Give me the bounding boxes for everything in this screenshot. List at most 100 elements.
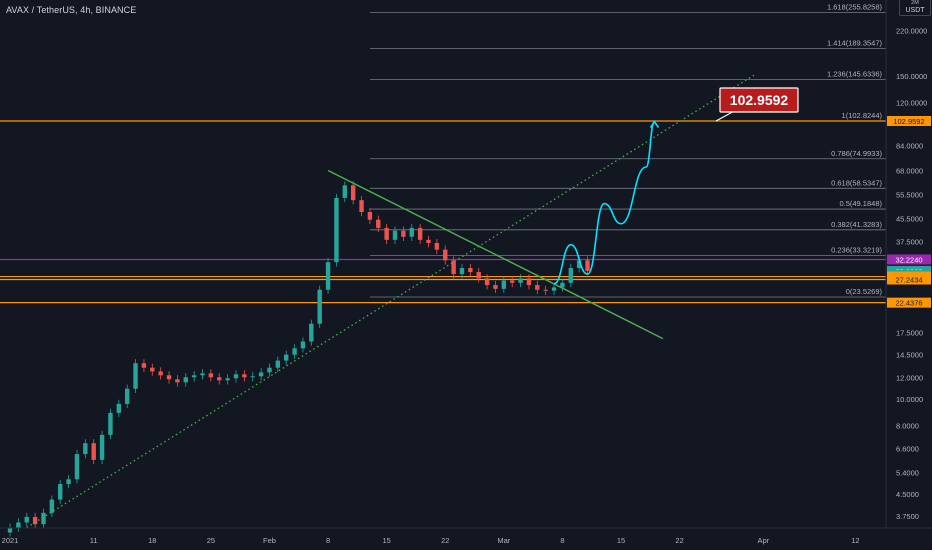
fib-label-8: 1.414(189.3547)	[827, 38, 883, 47]
y-tick-label-9: 14.5000	[896, 351, 923, 360]
x-tick-label-3: 25	[207, 536, 215, 545]
candle-body-69	[585, 260, 590, 271]
candle-body-40	[342, 185, 347, 198]
candle-body-31	[267, 367, 272, 373]
candle-body-34	[292, 348, 297, 355]
x-tick-label-12: Apr	[757, 536, 769, 545]
candle-body-20	[175, 379, 180, 383]
candle-body-67	[568, 268, 573, 283]
y-tick-label-13: 6.6000	[896, 445, 919, 454]
y-tick-label-8: 17.5000	[896, 328, 923, 337]
candle-body-26	[225, 378, 230, 381]
y-tick-label-10: 12.0000	[896, 373, 923, 382]
price-tag-label-6: 22.4376	[895, 299, 922, 308]
callout-label: 102.9592	[730, 92, 789, 108]
candle-body-36	[309, 323, 314, 342]
fib-label-2: 0.382(41.3283)	[831, 220, 882, 229]
y-tick-label-7: 37.5000	[896, 237, 923, 246]
candle-body-54	[459, 268, 465, 275]
candle-body-44	[376, 219, 381, 228]
candle-body-16	[141, 363, 147, 368]
fib-label-4: 0.618(58.5347)	[831, 178, 882, 187]
candle-body-41	[350, 185, 356, 201]
candle-body-13	[116, 403, 122, 413]
candle-body-48	[409, 227, 414, 237]
candle-body-68	[576, 260, 582, 269]
candle-body-24	[208, 373, 214, 378]
price-tag-6	[887, 297, 931, 308]
price-tag-label-5: 27.2434	[895, 276, 922, 285]
candle-body-57	[484, 278, 490, 286]
candles	[7, 181, 590, 537]
candle-body-2	[24, 516, 29, 523]
candle-body-59	[501, 280, 507, 289]
price-axis[interactable]: 220.0000 150.0000 120.0000 84.0000 68.0000 55…	[896, 26, 927, 520]
horizontal-levels	[0, 120, 886, 304]
trendline-ascending	[26, 74, 756, 529]
candle-body-28	[242, 374, 247, 378]
candle-body-42	[359, 200, 364, 212]
y-tick-label-14: 5.4000	[896, 468, 919, 477]
x-tick-label-5: 8	[326, 536, 330, 545]
candle-body-15	[133, 363, 138, 389]
price-callout: 102.9592	[715, 87, 799, 122]
candle-body-62	[526, 278, 532, 286]
candle-body-66	[560, 282, 565, 288]
candle-body-1	[16, 522, 21, 528]
candle-body-30	[258, 372, 264, 377]
y-tick-label-2: 120.0000	[896, 99, 927, 108]
candle-body-47	[401, 230, 406, 237]
x-tick-label-6: 15	[382, 536, 390, 545]
candle-body-14	[124, 388, 130, 404]
time-axis[interactable]: 2021 11 18 25 Feb 8 15 22 Mar 8 15 22 Apr 12	[2, 536, 860, 545]
y-tick-label-1: 150.0000	[896, 72, 927, 81]
projection-arrowhead	[649, 120, 660, 128]
projection-path	[553, 120, 660, 285]
x-tick-label-13: 12	[851, 536, 859, 545]
fib-label-7: 1.236(145.6336)	[827, 70, 883, 79]
y-tick-label-5: 55.5000	[896, 191, 923, 200]
y-tick-label-11: 10.0000	[896, 395, 923, 404]
y-tick-label-6: 45.5000	[896, 214, 923, 223]
candle-body-35	[300, 341, 306, 349]
candle-body-21	[183, 377, 188, 383]
candle-body-32	[275, 360, 281, 368]
candle-body-25	[217, 377, 222, 381]
candle-body-65	[551, 287, 557, 291]
candle-body-50	[426, 239, 431, 244]
candle-body-39	[334, 197, 339, 263]
candle-body-49	[417, 227, 423, 240]
y-tick-label-15: 4.5000	[896, 490, 919, 499]
candle-body-63	[535, 285, 540, 290]
trendlines	[26, 74, 756, 529]
symbol-title: AVAX / TetherUS, 4h, BINANCE	[6, 5, 137, 15]
price-tag-label-1: 32.2240	[895, 255, 922, 264]
x-tick-label-2: 18	[148, 536, 156, 545]
fib-label-1: 0.236(33.3219)	[831, 245, 882, 254]
candle-body-27	[233, 374, 239, 379]
candle-body-56	[476, 272, 481, 279]
y-tick-label-4: 68.0000	[896, 166, 923, 175]
candle-body-3	[32, 516, 38, 525]
candle-body-5	[49, 499, 55, 513]
y-tick-label-16: 3.7500	[896, 512, 919, 521]
currency-label: USDT	[905, 7, 925, 14]
x-tick-label-9: 8	[560, 536, 564, 545]
candle-body-11	[99, 434, 105, 460]
fib-label-6: 1(102.8244)	[842, 111, 883, 120]
candle-body-10	[91, 443, 96, 460]
y-tick-label-12: 8.0000	[896, 422, 919, 431]
x-tick-label-1: 11	[90, 536, 98, 545]
fib-label-9: 1.618(255.8258)	[827, 2, 883, 11]
y-tick-label-0: 220.0000	[896, 26, 927, 35]
candle-body-45	[384, 227, 389, 240]
y-tick-label-3: 84.0000	[896, 141, 923, 150]
candle-body-7	[66, 479, 71, 485]
candle-body-52	[443, 249, 448, 261]
x-tick-label-0: 2021	[2, 536, 19, 545]
x-tick-label-7: 22	[441, 536, 449, 545]
candle-body-33	[284, 354, 289, 361]
fib-label-3: 0.5(49.1848)	[839, 199, 882, 208]
currency-selector[interactable]: 2M USDT	[899, 0, 931, 16]
